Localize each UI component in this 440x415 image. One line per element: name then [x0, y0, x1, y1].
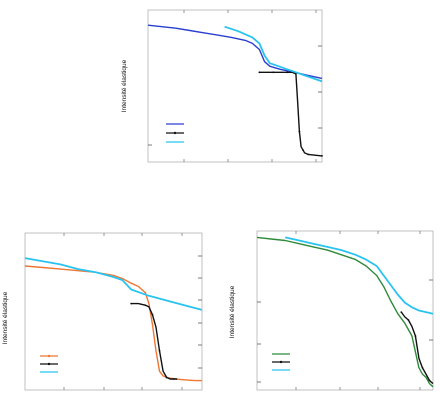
- chart-panel-2: Intensité élastique: [2, 232, 203, 391]
- series-point: [400, 311, 403, 313]
- series-line-1: [147, 24, 323, 80]
- series-point: [421, 366, 424, 369]
- series-point: [298, 130, 301, 133]
- series-point: [158, 349, 161, 352]
- series-point: [286, 71, 289, 74]
- plot-frame: [256, 230, 434, 391]
- series-point: [321, 155, 323, 157]
- legend-marker: [47, 354, 51, 358]
- series-point: [307, 153, 309, 156]
- y-axis-label: Intensité élastique: [2, 291, 9, 344]
- series-point: [407, 319, 410, 321]
- series-line-2: [131, 302, 178, 380]
- legend-marker: [279, 360, 283, 364]
- series-point: [165, 376, 168, 379]
- series-point: [258, 71, 261, 74]
- series-line-3: [224, 25, 323, 83]
- series-point: [144, 304, 147, 307]
- legend-marker: [47, 362, 51, 366]
- y-axis-label: Intensité élastique: [229, 285, 236, 338]
- series-point: [130, 302, 133, 305]
- series-line-3: [24, 257, 203, 311]
- chart-panel-1: Intensité élastique: [121, 9, 323, 163]
- series-point: [272, 71, 275, 74]
- plot-frame: [24, 232, 203, 391]
- plot-frame: [147, 9, 323, 163]
- legend-marker: [173, 131, 177, 135]
- series-line-3: [285, 236, 434, 315]
- series-line-2: [400, 311, 434, 385]
- series-point: [172, 378, 175, 380]
- series-point: [428, 379, 431, 382]
- series-line-2: [259, 71, 323, 157]
- chart-panel-3: Intensité élastique: [229, 230, 434, 391]
- series-line-1: [256, 236, 434, 388]
- series-point: [151, 313, 154, 316]
- series-point: [414, 335, 417, 337]
- y-axis-label: Intensité élastique: [121, 59, 128, 112]
- series-point: [301, 148, 304, 151]
